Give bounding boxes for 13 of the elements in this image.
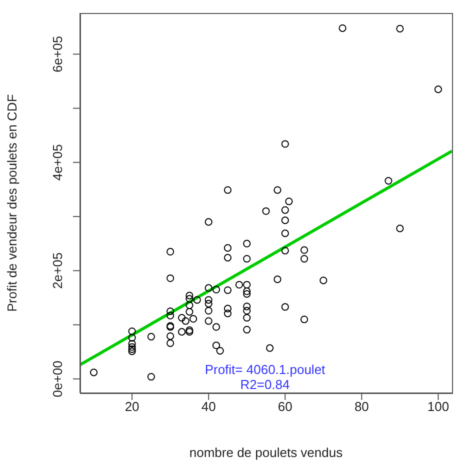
annotation: R2=0.84 <box>239 377 291 392</box>
x-tick-label: 40 <box>201 399 216 414</box>
x-tick-label: 80 <box>354 399 369 414</box>
x-tick-label: 100 <box>427 399 450 414</box>
y-axis-title: Profit de vendeur des poulets en CDF <box>4 94 20 312</box>
y-tick-label: 0e+00 <box>50 360 65 398</box>
annotation: Profit= 4060.1.poulet <box>204 362 326 377</box>
x-axis-title: nombre de poulets vendus <box>189 445 344 460</box>
x-tick-label: 20 <box>124 399 140 414</box>
x-tick-label: 60 <box>278 399 292 414</box>
y-tick-label: 6e+05 <box>50 36 65 72</box>
y-tick-label: 2e+05 <box>50 252 65 289</box>
y-tick-label: 4e+05 <box>50 144 65 181</box>
